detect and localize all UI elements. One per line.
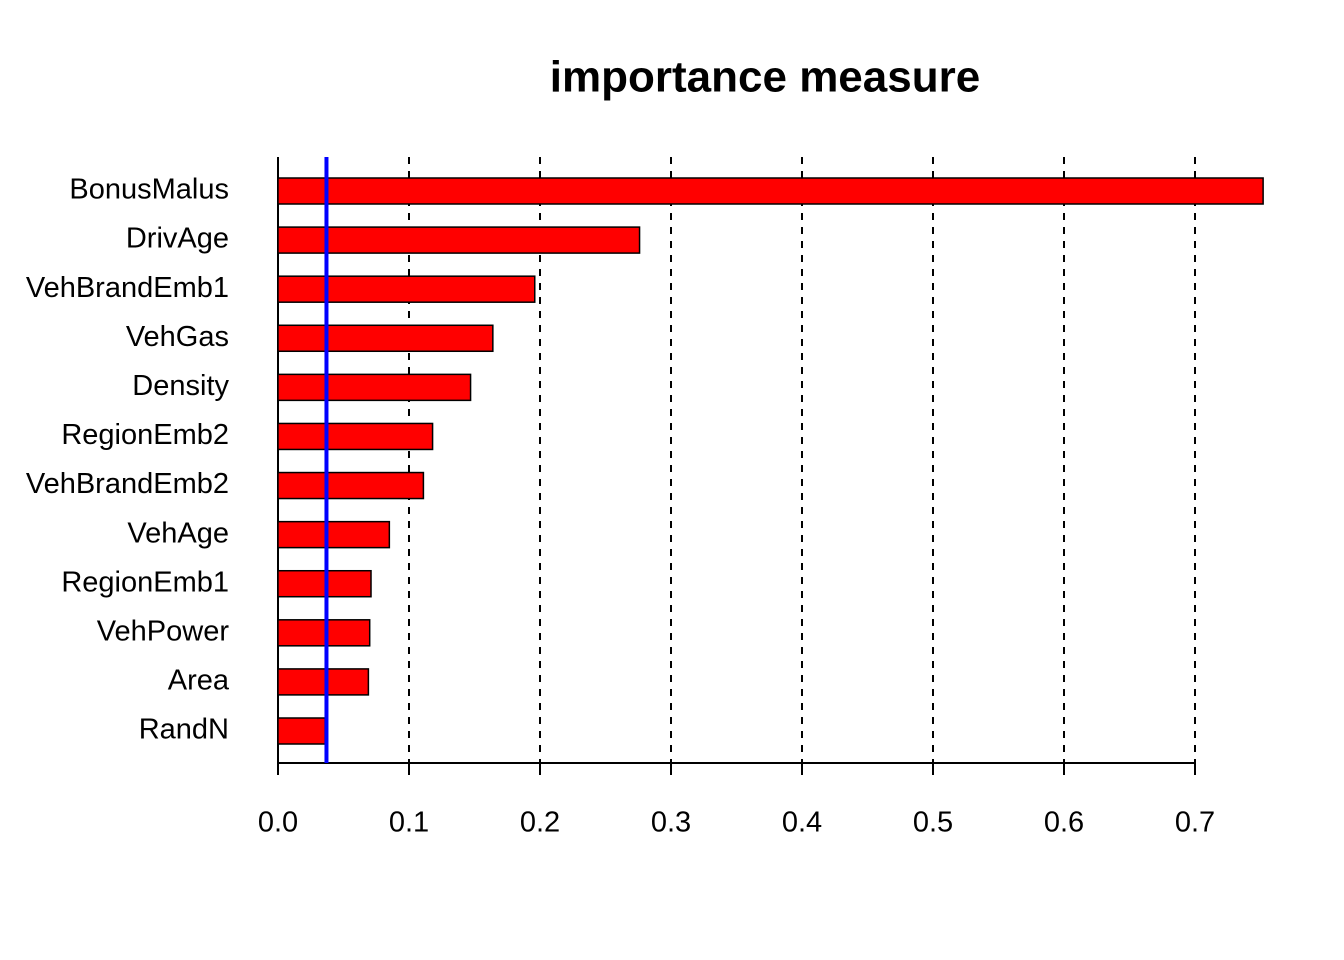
y-tick-label: VehGas	[126, 321, 229, 353]
bar	[277, 717, 326, 745]
y-tick-label: RegionEmb1	[61, 566, 229, 598]
y-tick-label: VehAge	[127, 517, 229, 549]
bar	[277, 668, 370, 696]
bar	[277, 422, 434, 451]
x-tick-label: 0.5	[913, 807, 953, 839]
bar	[277, 471, 425, 500]
chart-title: importance measure	[550, 53, 980, 102]
y-tick-label: VehBrandEmb1	[26, 272, 229, 304]
x-tick-label: 0.1	[389, 807, 429, 839]
bar	[277, 275, 536, 303]
bar	[277, 324, 494, 353]
y-tick-label: Density	[132, 370, 229, 402]
bar	[277, 226, 641, 254]
bar	[277, 619, 371, 647]
x-tick-label: 0.3	[651, 807, 691, 839]
bar	[277, 177, 1264, 205]
bar	[277, 520, 391, 549]
y-tick-label: BonusMalus	[69, 174, 229, 206]
y-tick-label: VehBrandEmb2	[26, 468, 229, 500]
x-tick-label: 0.0	[258, 807, 298, 839]
x-tick-label: 0.4	[782, 807, 822, 839]
bar	[277, 373, 472, 402]
y-tick-label: VehPower	[97, 615, 230, 647]
y-tick-label: RandN	[139, 714, 229, 746]
x-tick-label: 0.2	[520, 807, 560, 839]
x-tick-label: 0.7	[1175, 807, 1215, 839]
y-tick-label: Area	[168, 665, 230, 697]
x-tick-label: 0.6	[1044, 807, 1084, 839]
y-tick-label: DrivAge	[126, 223, 229, 255]
y-tick-label: RegionEmb2	[61, 419, 229, 451]
